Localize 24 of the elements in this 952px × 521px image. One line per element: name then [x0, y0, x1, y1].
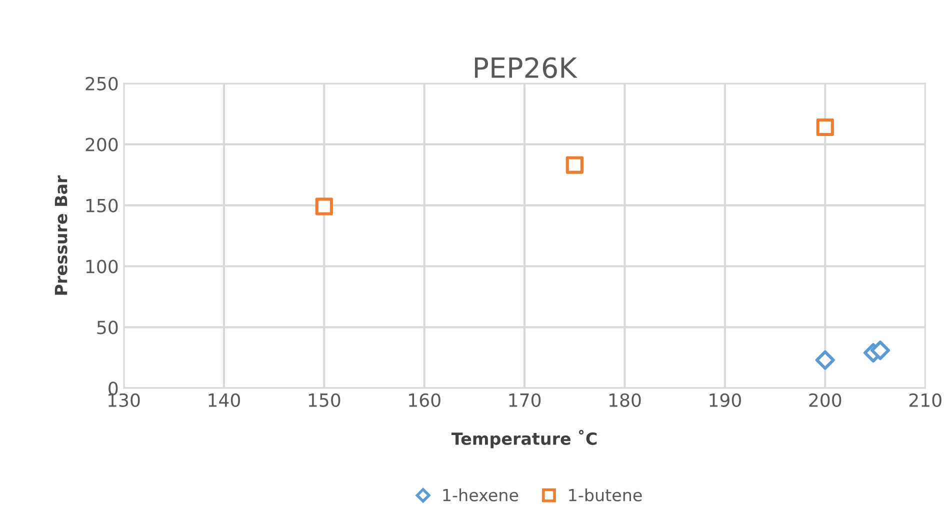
y-tick-label: 250 [86, 76, 118, 90]
x-tick-label: 130 [108, 393, 140, 407]
point [816, 118, 834, 136]
point [815, 350, 835, 370]
x-tick-label: 160 [409, 393, 440, 407]
x-tick-label: 200 [809, 393, 842, 407]
point [870, 340, 890, 360]
x-tick-label: 150 [308, 393, 340, 407]
legend-label: 1-hexene [443, 488, 518, 502]
x-tick-label: 170 [509, 393, 541, 407]
point [566, 156, 584, 174]
legend-label: 1-butene [569, 488, 642, 502]
y-tick-label: 100 [86, 260, 118, 274]
y-axis-title: Pressure Bar [54, 175, 68, 295]
point [315, 198, 333, 216]
x-tick-label: 210 [909, 393, 942, 407]
y-tick-label: 50 [97, 320, 118, 334]
chart-title: PEP26K [474, 57, 578, 78]
x-tick-label: 190 [710, 393, 741, 407]
y-tick-label: 150 [86, 198, 118, 212]
x-tick-label: 180 [610, 393, 641, 407]
x-axis-title: Temperature ˚C [452, 430, 597, 448]
y-tick-label: 200 [86, 138, 118, 152]
x-tick-label: 140 [208, 393, 240, 407]
